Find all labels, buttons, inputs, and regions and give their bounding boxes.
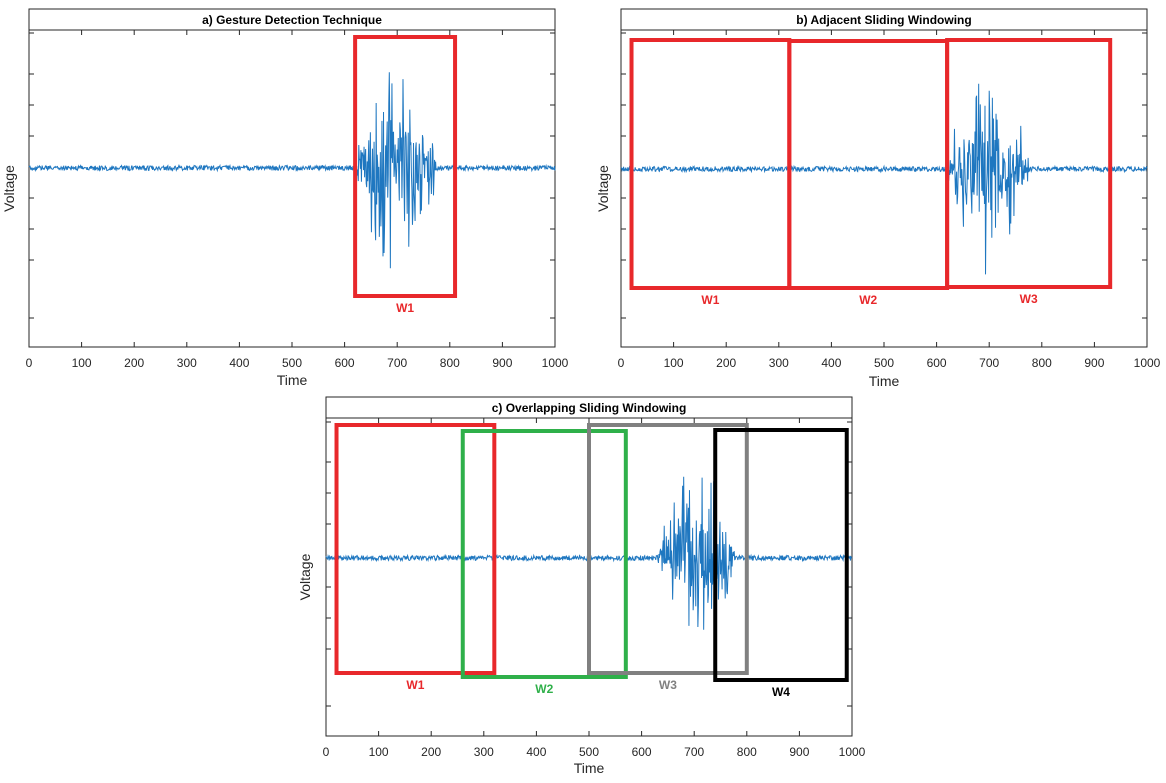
x-tick-label: 300 [474, 745, 494, 759]
axes-box [620, 8, 1148, 348]
window-box-w3 [587, 423, 749, 675]
axes-box [28, 8, 556, 348]
x-tick-label: 500 [282, 356, 302, 370]
signal-series [28, 72, 556, 269]
x-tick-label: 900 [1084, 356, 1104, 370]
x-tick-label: 800 [737, 745, 757, 759]
x-tick-label: 200 [124, 356, 144, 370]
window-label-w3: W3 [1020, 292, 1038, 306]
x-tick-label: 1000 [542, 356, 569, 370]
window-label-w4: W4 [772, 685, 790, 699]
chart-title: b) Adjacent Sliding Windowing [796, 13, 971, 27]
x-tick-label: 600 [335, 356, 355, 370]
x-tick-label: 200 [716, 356, 736, 370]
chart-title: c) Overlapping Sliding Windowing [492, 401, 687, 415]
y-axis-label: Voltage [595, 165, 611, 212]
window-box-w4 [713, 428, 849, 682]
window-box-w2 [460, 429, 628, 679]
panel-c: c) Overlapping Sliding Windowing 0 100 200 3… [297, 396, 866, 776]
x-tick-label: 900 [492, 356, 512, 370]
window-label-w1: W1 [396, 301, 414, 315]
x-tick-label: 200 [421, 745, 441, 759]
window-box-w1 [353, 35, 458, 298]
x-tick-label: 100 [369, 745, 389, 759]
x-tick-label: 500 [579, 745, 599, 759]
x-tick-label: 700 [684, 745, 704, 759]
x-tick-label: 800 [440, 356, 460, 370]
x-axis-label: Time [574, 760, 605, 776]
x-axis-label: Time [869, 373, 900, 389]
x-tick-label: 400 [229, 356, 249, 370]
panel-a: a) Gesture Detection Technique 0 100 200 300… [1, 8, 569, 388]
panel-b: b) Adjacent Sliding Windowing 0 100 200 300 4… [595, 8, 1161, 389]
window-label-w2: W2 [859, 293, 877, 307]
signal-series [620, 83, 1148, 275]
x-tick-label: 400 [526, 745, 546, 759]
x-tick-label: 1000 [1134, 356, 1161, 370]
x-tick-label: 1000 [839, 745, 866, 759]
window-label-w1: W1 [406, 678, 424, 692]
x-tick-label: 300 [177, 356, 197, 370]
window-box-w1 [334, 423, 497, 675]
x-tick-label: 400 [821, 356, 841, 370]
x-tick-label: 100 [72, 356, 92, 370]
x-tick-label: 600 [927, 356, 947, 370]
x-tick-label: 500 [874, 356, 894, 370]
x-tick-label: 900 [789, 745, 809, 759]
x-tick-label: 0 [26, 356, 33, 370]
x-tick-label: 700 [979, 356, 999, 370]
x-tick-label: 700 [387, 356, 407, 370]
y-axis-label: Voltage [1, 165, 17, 212]
window-box-w3 [945, 38, 1113, 289]
window-label-w3: W3 [659, 678, 677, 692]
x-tick-label: 600 [632, 745, 652, 759]
x-tick-label: 100 [664, 356, 684, 370]
chart-title: a) Gesture Detection Technique [202, 13, 382, 27]
window-label-w1: W1 [701, 293, 719, 307]
x-tick-label: 800 [1032, 356, 1052, 370]
x-tick-label: 0 [618, 356, 625, 370]
x-axis-label: Time [277, 372, 308, 388]
x-tick-label: 300 [769, 356, 789, 370]
window-label-w2: W2 [535, 682, 553, 696]
x-tick-label: 0 [323, 745, 330, 759]
y-axis-label: Voltage [297, 553, 313, 600]
